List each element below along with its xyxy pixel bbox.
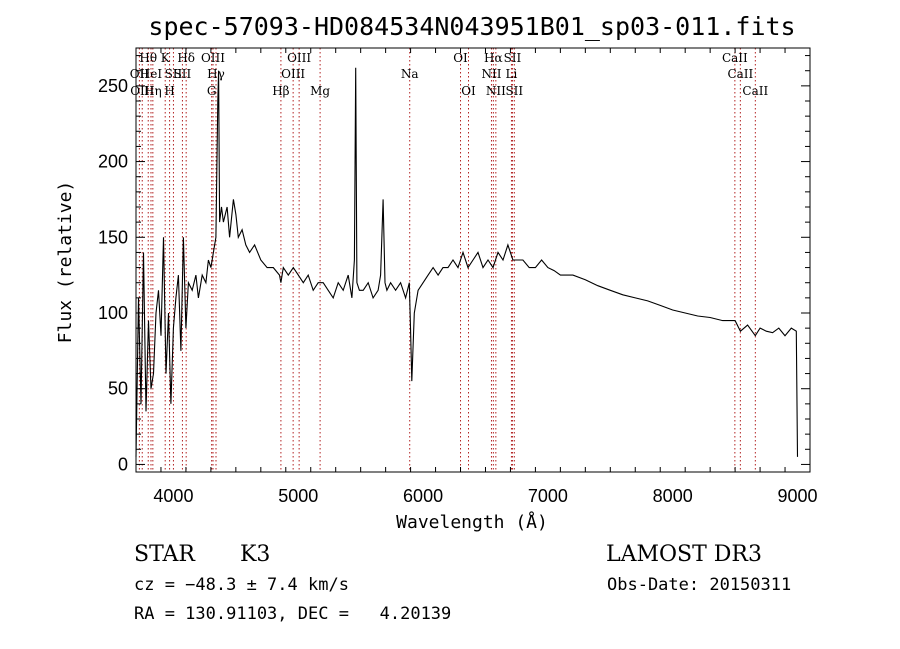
object-subclass: K3 (240, 542, 270, 567)
object-class: STAR (134, 542, 196, 567)
redshift-velocity: cz = −48.3 ± 7.4 km/s (134, 575, 349, 595)
spectral-line-label: Na (401, 67, 419, 81)
y-tick-label: 50 (108, 379, 128, 399)
spectral-line-label: Hβ (272, 84, 289, 98)
spectral-line-label: CaII (722, 51, 748, 65)
spectral-line-label: SII (505, 84, 523, 98)
spectral-line-label: Hδ (177, 51, 195, 65)
y-axis-label: Flux (relative) (55, 181, 76, 344)
spectral-line-label: NII (481, 67, 501, 81)
y-tick-label: 150 (98, 227, 128, 247)
x-tick-label: 6000 (403, 486, 443, 506)
spectral-line-label: OI (453, 51, 468, 65)
plot-frame (135, 47, 811, 473)
spectral-line-label: Li (506, 67, 518, 81)
spectral-line-label: Hθ (139, 51, 157, 65)
x-axis: 4000 5000 6000 7000 8000 9000 (135, 48, 818, 506)
spectral-line-label: NII (486, 84, 506, 98)
spectral-line-label: K (161, 51, 171, 65)
x-tick-label: 8000 (653, 486, 693, 506)
x-tick-label: 9000 (777, 486, 817, 506)
y-tick-label: 200 (98, 152, 128, 172)
spectral-line-label: SII (504, 51, 522, 65)
spectral-line-label: OIII (201, 51, 225, 65)
spectral-line-label: Mg (310, 84, 330, 98)
x-tick-label: 4000 (153, 486, 193, 506)
spectral-line-label: OIII (287, 51, 311, 65)
spectral-line-label: HeI (140, 67, 163, 81)
spectral-line-label: SII (174, 67, 192, 81)
spectral-line-label: Hγ (207, 67, 225, 81)
y-tick-label: 0 (118, 454, 128, 474)
spectral-line-label: H (164, 84, 174, 98)
spectral-line-label: SII (165, 67, 183, 81)
y-axis: 0 50 100 150 200 250 (98, 55, 810, 474)
spectral-line-label: G (207, 84, 217, 98)
spectral-line-label: Hα (484, 51, 503, 65)
coordinates: RA = 130.91103, DEC = 4.20139 (134, 604, 451, 624)
spectral-line-label: OII (130, 67, 150, 81)
y-tick-label: 250 (98, 76, 128, 96)
y-tick-label: 100 (98, 303, 128, 323)
spectrum-series-line (135, 67, 799, 457)
x-tick-label: 5000 (278, 486, 318, 506)
spectral-line-label: CaII (742, 84, 768, 98)
spectral-line-label: OI (461, 84, 476, 98)
spectral-line-label: OIII (281, 67, 305, 81)
spectral-line-markers (138, 48, 756, 472)
spectral-line-label: Hη (144, 84, 162, 98)
x-axis-label: Wavelength (Å) (396, 511, 548, 533)
chart-title: spec-57093-HD084534N043951B01_sp03-011.f… (148, 12, 795, 41)
observation-date: Obs-Date: 20150311 (607, 575, 791, 595)
spectral-line-label: CaII (727, 67, 753, 81)
x-tick-label: 7000 (528, 486, 568, 506)
survey-name: LAMOST DR3 (606, 542, 762, 567)
